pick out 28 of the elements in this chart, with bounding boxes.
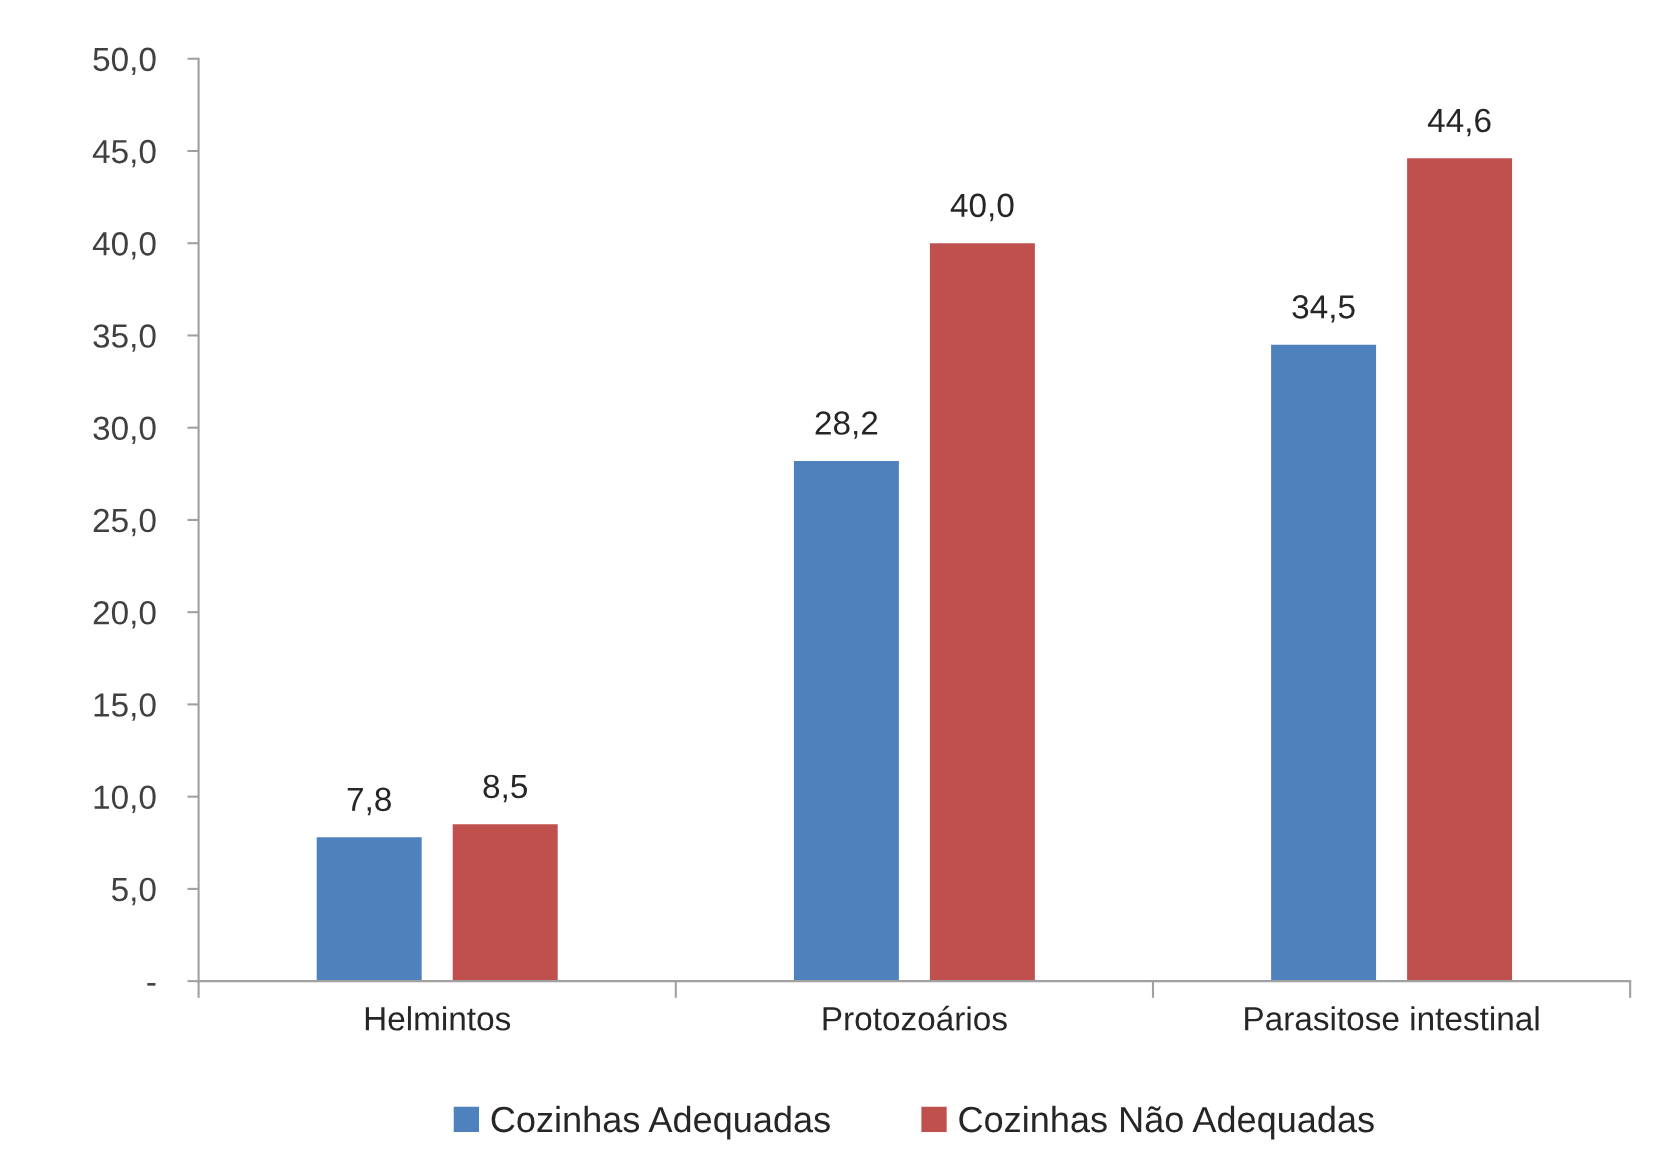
data-label: 7,8 xyxy=(347,787,391,816)
data-label: 8,5 xyxy=(483,774,527,803)
x-tick-label: Helmintos xyxy=(365,1006,511,1031)
y-tick-label: 25,0 xyxy=(93,508,156,537)
y-tick-label: - xyxy=(147,983,156,986)
bar xyxy=(316,837,422,982)
x-tick-label: Protozoários xyxy=(823,1005,1007,1031)
y-tick-label: 50,0 xyxy=(93,47,156,76)
bar xyxy=(1271,344,1377,982)
bar xyxy=(452,824,558,982)
y-tick-label: 45,0 xyxy=(92,139,156,168)
y-tick-label: 40,0 xyxy=(92,232,156,260)
x-tick-label: Parasitose intestinal xyxy=(1245,1006,1539,1031)
y-tick-label: 20,0 xyxy=(93,600,156,629)
data-label: 44,6 xyxy=(1427,108,1491,137)
bar xyxy=(1407,158,1513,982)
y-tick-label: 35,0 xyxy=(93,324,156,352)
data-label: 40,0 xyxy=(950,193,1014,222)
legend-label: Cozinhas Não Adequadas xyxy=(959,1105,1374,1140)
y-tick-label: 10,0 xyxy=(94,785,156,813)
y-tick-label: 15,0 xyxy=(94,693,156,721)
bar xyxy=(929,243,1035,982)
bar xyxy=(793,460,899,982)
legend-label: Cozinhas Adequadas xyxy=(491,1105,830,1140)
data-label: 28,2 xyxy=(815,411,878,439)
y-tick-label: 5,0 xyxy=(111,877,156,906)
data-label: 34,5 xyxy=(1292,295,1355,323)
y-tick-label: 30,0 xyxy=(93,416,156,445)
